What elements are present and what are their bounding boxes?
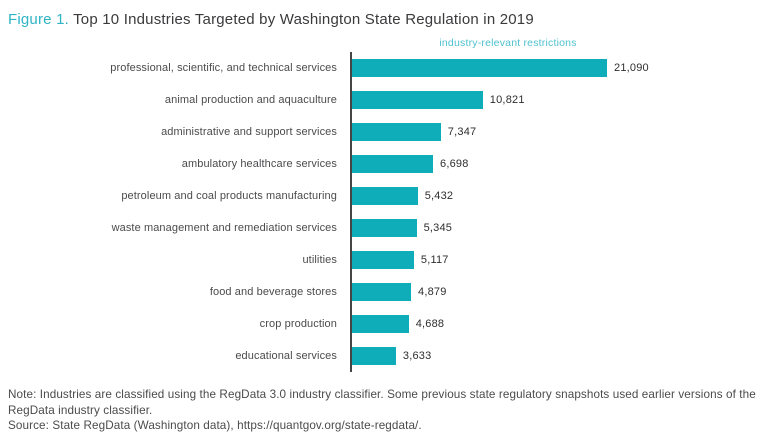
category-label: waste management and remediation service…: [111, 222, 337, 234]
bar-area: 3,633: [344, 340, 760, 372]
value-label: 21,090: [614, 62, 649, 74]
value-label: 6,698: [440, 158, 469, 170]
value-label: 5,432: [424, 190, 454, 202]
y-axis-line: [350, 52, 352, 372]
bar-row: educational services 3,633: [8, 340, 760, 372]
figure-title: Figure 1. Top 10 Industries Targeted by …: [8, 10, 760, 30]
value-label: 10,821: [489, 94, 525, 106]
bar-row: food and beverage stores 4,879: [8, 276, 760, 308]
series-label: industry-relevant restrictions: [439, 37, 577, 49]
bar: [352, 283, 411, 301]
value-label: 3,633: [402, 350, 432, 362]
bar-area: 5,432: [344, 180, 760, 212]
bar: [352, 187, 418, 205]
bar-row: ambulatory healthcare services 6,698: [8, 148, 760, 180]
bar: [352, 91, 483, 109]
bar: [352, 315, 409, 333]
bar-area: 4,688: [344, 308, 760, 340]
bar-chart: industry-relevant restrictions professio…: [8, 36, 760, 372]
bar-area: 4,879: [344, 276, 760, 308]
bar: [352, 219, 417, 237]
bar: [352, 59, 607, 77]
bar-row: professional, scientific, and technical …: [8, 52, 760, 84]
category-label: animal production and aquaculture: [164, 94, 337, 106]
chart-notes: Note: Industries are classified using th…: [8, 387, 760, 434]
category-label: administrative and support services: [161, 126, 337, 138]
bar-row: animal production and aquaculture 10,821: [8, 84, 760, 116]
bar-row: utilities 5,117: [8, 244, 760, 276]
bar-row: administrative and support services 7,347: [8, 116, 760, 148]
bar-area: 10,821: [344, 84, 760, 116]
figure-title-text: Top 10 Industries Targeted by Washington…: [69, 11, 534, 28]
bar-area: 6,698: [344, 148, 760, 180]
value-label: 4,688: [415, 318, 445, 330]
category-label: ambulatory healthcare services: [181, 158, 337, 170]
bar-row: petroleum and coal products manufacturin…: [8, 180, 760, 212]
bar-row: crop production 4,688: [8, 308, 760, 340]
source-text: Source: State RegData (Washington data),…: [8, 419, 422, 432]
category-label: utilities: [302, 254, 337, 266]
note-text: Note: Industries are classified using th…: [8, 388, 756, 417]
category-label: crop production: [259, 318, 337, 330]
bar: [352, 251, 414, 269]
bar: [352, 123, 441, 141]
bar-row: waste management and remediation service…: [8, 212, 760, 244]
category-label: petroleum and coal products manufacturin…: [121, 190, 337, 202]
bar-area: 5,345: [344, 212, 760, 244]
bar: [352, 347, 396, 365]
bar-area: 21,090: [344, 52, 760, 84]
category-label: professional, scientific, and technical …: [110, 62, 337, 74]
value-label: 5,345: [423, 222, 453, 234]
bar-area: 7,347: [344, 116, 760, 148]
bar-area: 5,117: [344, 244, 760, 276]
category-label: educational services: [235, 350, 337, 362]
value-label: 4,879: [418, 286, 447, 298]
bar: [352, 155, 433, 173]
value-label: 5,117: [420, 254, 449, 266]
category-label: food and beverage stores: [209, 286, 337, 298]
value-label: 7,347: [447, 126, 477, 138]
figure-label: Figure 1.: [8, 11, 69, 28]
chart-rows: professional, scientific, and technical …: [8, 52, 760, 372]
